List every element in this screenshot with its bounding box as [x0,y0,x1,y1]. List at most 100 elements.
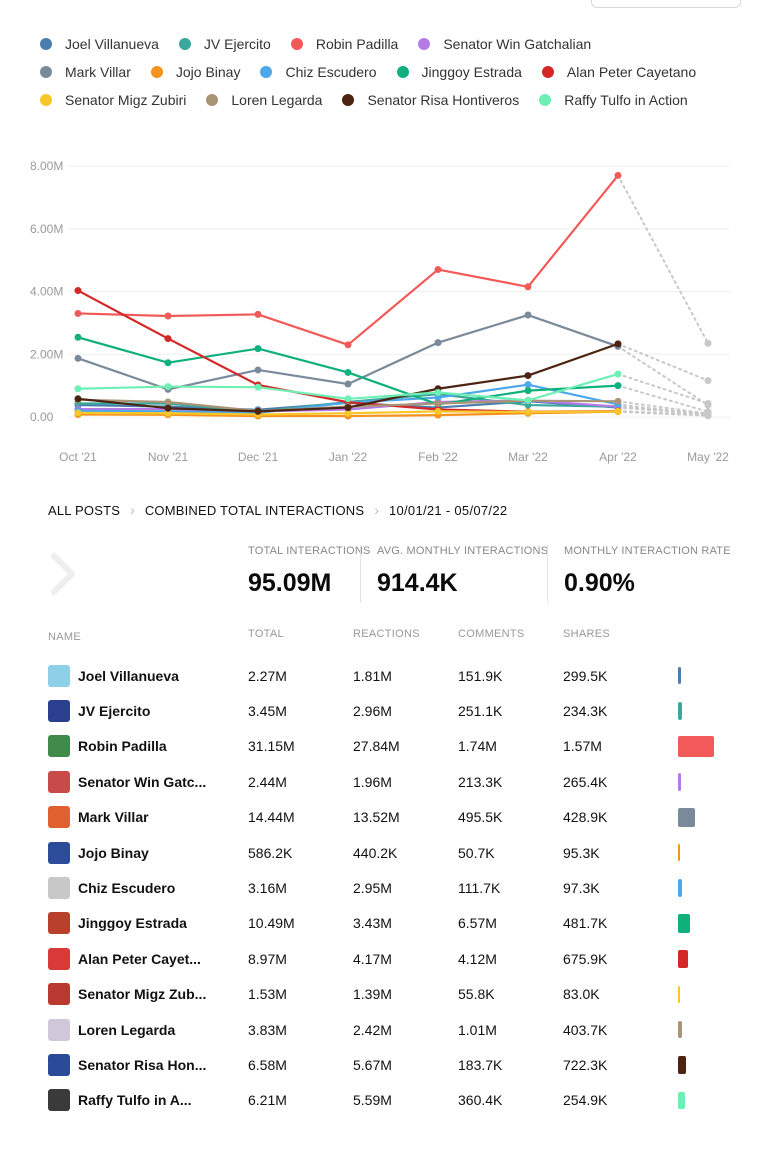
page-name[interactable]: Alan Peter Cayet... [78,950,201,967]
page-name[interactable]: Senator Win Gatc... [78,773,207,790]
legend-item[interactable]: Jinggoy Estrada [396,64,522,80]
shares-cell: 97.3K [563,880,600,897]
table-row[interactable]: Alan Peter Cayet... 8.97M 4.17M 4.12M 675.9K [48,941,738,976]
reactions-cell: 3.43M [353,915,392,932]
data-point [164,383,172,391]
series-line [77,289,619,413]
share-bar-cell [678,844,738,862]
table-row[interactable]: Mark Villar 14.44M 13.52M 495.5K 428.9K [48,800,738,835]
page-name[interactable]: Raffy Tulfo in A... [78,1092,192,1109]
header-comments[interactable]: COMMENTS [458,628,525,640]
legend-dot-icon [539,94,552,106]
reactions-cell: 2.96M [353,703,392,720]
projection-point [704,377,712,385]
data-point [524,408,532,416]
legend-item[interactable]: Alan Peter Cayetano [541,64,696,80]
projection-line [617,345,709,407]
legend-item[interactable]: Robin Padilla [290,36,398,52]
page-name[interactable]: Jojo Binay [78,844,149,861]
projection-point [704,410,712,418]
header-shares[interactable]: SHARES [563,628,611,640]
table-row[interactable]: Jinggoy Estrada 10.49M 3.43M 6.57M 481.7K [48,906,738,941]
total-cell: 10.49M [248,915,295,932]
page-name[interactable]: Loren Legarda [78,1021,176,1038]
reactions-cell: 27.84M [353,738,400,755]
data-point [524,381,532,389]
shares-cell: 83.0K [563,986,600,1003]
legend-item[interactable]: Senator Risa Hontiveros [342,92,519,108]
header-name[interactable]: NAME [48,631,81,643]
breadcrumb-date-range[interactable]: 10/01/21 - 05/07/22 [388,502,508,518]
page-name[interactable]: Robin Padilla [78,738,167,755]
legend-item[interactable]: Joel Villanueva [40,36,159,52]
header-total[interactable]: TOTAL [248,628,284,640]
breadcrumb-metric[interactable]: COMBINED TOTAL INTERACTIONS [144,502,365,518]
table-row[interactable]: Joel Villanueva 2.27M 1.81M 151.9K 299.5K [48,658,738,693]
data-point [344,395,352,403]
comments-cell: 55.8K [458,986,495,1003]
name-cell: Jinggoy Estrada [48,912,248,935]
shares-cell: 403.7K [563,1021,608,1038]
legend-item[interactable]: Senator Migz Zubiri [40,92,186,108]
legend-dot-icon [40,66,52,78]
legend-item[interactable]: JV Ejercito [178,36,271,52]
legend-label: Senator Win Gatchalian [443,36,592,52]
data-point [74,409,82,417]
page-name[interactable]: Senator Migz Zub... [78,986,207,1003]
comments-cell: 50.7K [458,844,495,861]
data-point [344,368,352,376]
data-point [524,372,532,380]
chevron-right-icon[interactable] [48,552,78,596]
table-row[interactable]: Loren Legarda 3.83M 2.42M 1.01M 403.7K [48,1012,738,1047]
table-row[interactable]: Robin Padilla 31.15M 27.84M 1.74M 1.57M [48,729,738,764]
table-row[interactable]: JV Ejercito 3.45M 2.96M 251.1K 234.3K [48,693,738,728]
legend-item[interactable]: Senator Win Gatchalian [418,36,591,52]
data-point [344,409,352,417]
share-bar [678,1056,686,1074]
data-point [434,389,442,397]
data-point [614,382,622,390]
avatar [48,841,70,864]
legend-item[interactable]: Mark Villar [40,64,131,80]
table-row[interactable]: Senator Risa Hon... 6.58M 5.67M 183.7K 722.3… [48,1047,738,1082]
legend-dot-icon [40,94,52,106]
header-reactions[interactable]: REACTIONS [353,628,420,640]
table-row[interactable]: Jojo Binay 586.2K 440.2K 50.7K 95.3K [48,835,738,870]
comments-cell: 1.01M [458,1021,497,1038]
name-cell: Joel Villanueva [48,664,248,687]
share-bar [678,985,680,1003]
legend-dot-icon [260,66,273,78]
legend-item[interactable]: Raffy Tulfo in Action [539,92,688,108]
total-cell: 3.45M [248,703,287,720]
share-bar-cell [678,879,738,897]
comments-cell: 111.7K [458,880,501,897]
avatar [48,1053,70,1076]
table-row[interactable]: Raffy Tulfo in A... 6.21M 5.59M 360.4K 254.9… [48,1083,738,1118]
stat-value: 914.4K [377,569,458,597]
legend-label: JV Ejercito [203,36,271,52]
total-cell: 14.44M [248,809,295,826]
page-name[interactable]: JV Ejercito [78,703,151,720]
x-tick-label: Apr '22 [599,450,637,464]
legend-dot-icon [396,66,409,78]
share-bar-cell [678,736,738,757]
x-tick-label: Mar '22 [508,450,548,464]
legend-item[interactable]: Jojo Binay [150,64,240,80]
data-point [164,359,172,367]
page-name[interactable]: Mark Villar [78,809,149,826]
total-cell: 2.44M [248,773,287,790]
top-dropdown[interactable] [591,0,741,8]
table-row[interactable]: Senator Win Gatc... 2.44M 1.96M 213.3K 265.4… [48,764,738,799]
legend-label: Senator Risa Hontiveros [367,92,520,108]
table-row[interactable]: Senator Migz Zub... 1.53M 1.39M 55.8K 83.0K [48,977,738,1012]
share-bar-cell [678,1056,738,1074]
page-name[interactable]: Senator Risa Hon... [78,1056,207,1073]
page-name[interactable]: Joel Villanueva [78,667,179,684]
breadcrumb-all-posts[interactable]: ALL POSTS [48,502,121,518]
legend-item[interactable]: Loren Legarda [206,92,322,108]
legend-item[interactable]: Chiz Escudero [260,64,377,80]
page-name[interactable]: Jinggoy Estrada [78,915,187,932]
page-name[interactable]: Chiz Escudero [78,880,176,897]
shares-cell: 481.7K [563,915,608,932]
table-row[interactable]: Chiz Escudero 3.16M 2.95M 111.7K 97.3K [48,870,738,905]
